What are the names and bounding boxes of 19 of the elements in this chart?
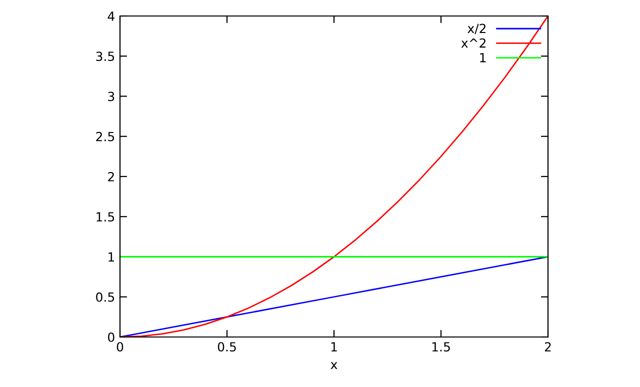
- legend-label: x/2: [468, 24, 486, 34]
- y-tick-label: 4: [108, 12, 114, 21]
- y-tick-label: 3: [108, 92, 114, 102]
- y-tick-label: 3.5: [96, 52, 114, 62]
- x-tick-label: 1: [331, 342, 337, 352]
- y-tick-label: 0.5: [96, 292, 114, 302]
- y-tick-label: 2.5: [96, 132, 114, 142]
- legend-label: x^2: [461, 38, 486, 48]
- x-tick-label: 0.5: [218, 342, 236, 352]
- x-axis-title: x: [330, 362, 338, 370]
- line-series: [120, 16, 548, 337]
- y-tick-label: 1: [108, 252, 114, 262]
- y-tick-label: 2: [108, 172, 114, 182]
- x-tick-label: 2: [544, 342, 551, 352]
- y-tick-label: 0: [108, 332, 114, 342]
- x-tick-label: 0: [116, 342, 124, 352]
- legend-label: 1: [480, 53, 486, 62]
- x-tick-label: 1.5: [432, 342, 450, 352]
- y-tick-label: 1.5: [96, 212, 114, 222]
